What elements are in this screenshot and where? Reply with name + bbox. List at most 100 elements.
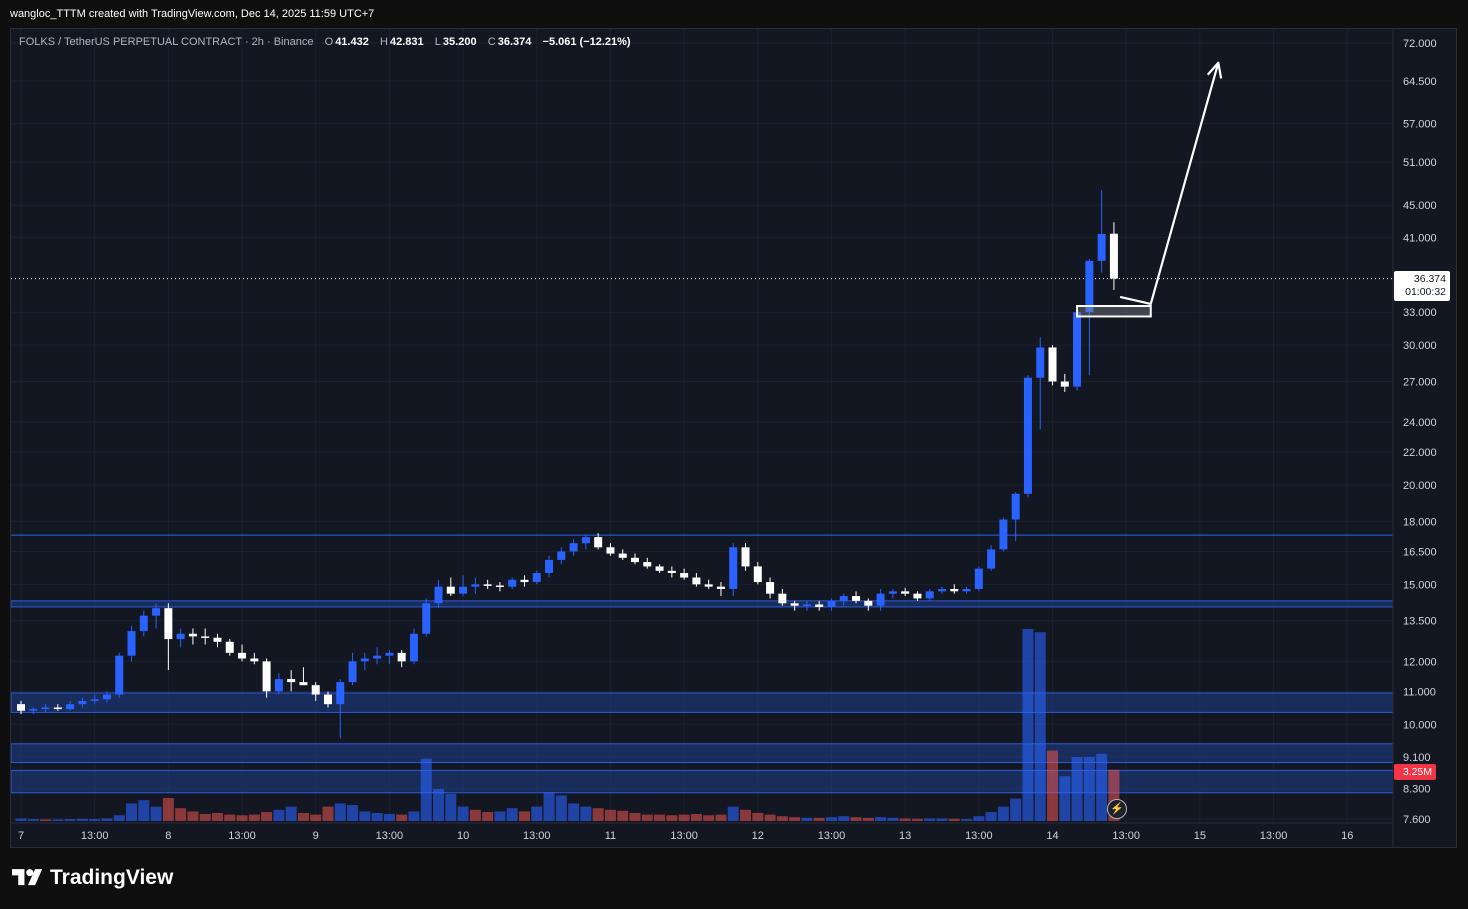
candle-body[interactable] — [753, 566, 762, 583]
symbol-legend[interactable]: FOLKS / TetherUS PERPETUAL CONTRACT · 2h… — [19, 36, 633, 48]
candle-body[interactable] — [901, 591, 910, 594]
candle-body[interactable] — [53, 707, 62, 710]
chart-panel[interactable]: 72.000 64.500 57.000 51.000 45.000 41.000 33.0… — [10, 28, 1457, 848]
candle-body[interactable] — [409, 633, 418, 662]
candle-body[interactable] — [385, 652, 394, 656]
candle-body[interactable] — [262, 661, 271, 692]
candle-body[interactable] — [716, 586, 725, 589]
candle-body[interactable] — [287, 679, 296, 683]
candle-body[interactable] — [557, 551, 566, 560]
candle-body[interactable] — [938, 588, 946, 592]
candle-body[interactable] — [962, 588, 971, 592]
candle-body[interactable] — [606, 547, 615, 554]
candle-body[interactable] — [667, 570, 676, 574]
lightning-icon[interactable]: ⚡ — [1107, 799, 1127, 819]
candle-body[interactable] — [545, 559, 554, 574]
candle-body[interactable] — [913, 593, 922, 599]
candle-body[interactable] — [1060, 381, 1069, 387]
projection-arrow[interactable] — [1119, 62, 1220, 306]
candle-body[interactable] — [741, 547, 750, 567]
candle-body[interactable] — [459, 586, 468, 594]
candle-body[interactable] — [1048, 347, 1057, 382]
candle-body[interactable] — [311, 685, 320, 695]
candle-body[interactable] — [66, 704, 75, 710]
candle-body[interactable] — [594, 537, 603, 548]
candle-body[interactable] — [225, 641, 234, 653]
candle-body[interactable] — [888, 591, 897, 594]
candle-body[interactable] — [569, 543, 578, 552]
candle-body[interactable] — [950, 588, 959, 592]
candle-body[interactable] — [139, 615, 148, 632]
candle-body[interactable] — [925, 591, 934, 599]
candle-body[interactable] — [581, 537, 590, 544]
candle-body[interactable] — [213, 637, 222, 642]
candle-body[interactable] — [618, 553, 627, 558]
candle-body[interactable] — [766, 582, 775, 594]
candle-body[interactable] — [274, 679, 283, 692]
candle-body[interactable] — [238, 652, 247, 659]
candle-body[interactable] — [631, 557, 639, 563]
candle-body[interactable] — [839, 596, 848, 601]
candle-body[interactable] — [324, 694, 332, 705]
price-chart[interactable]: 72.000 64.500 57.000 51.000 45.000 41.000 33.0… — [11, 29, 1457, 848]
candle-body[interactable] — [29, 709, 38, 711]
candle-body[interactable] — [495, 585, 504, 588]
candle-body[interactable] — [1073, 312, 1082, 387]
candle-body[interactable] — [1036, 347, 1045, 378]
candle-body[interactable] — [201, 636, 210, 638]
candle-body[interactable] — [999, 519, 1008, 550]
candle-body[interactable] — [299, 682, 308, 686]
candle-body[interactable] — [655, 566, 664, 571]
candle-body[interactable] — [41, 707, 50, 710]
candle-body[interactable] — [1109, 233, 1118, 279]
candle-body[interactable] — [1023, 377, 1032, 494]
support-zone[interactable] — [11, 692, 1394, 713]
candle-body[interactable] — [680, 573, 689, 578]
candle-body[interactable] — [152, 608, 161, 616]
candle-body[interactable] — [348, 661, 357, 683]
candle-body[interactable] — [532, 573, 541, 583]
candle-body[interactable] — [422, 603, 431, 634]
candle-body[interactable] — [827, 600, 836, 607]
candle-body[interactable] — [78, 700, 87, 705]
target-zone-box[interactable] — [1076, 305, 1152, 318]
candle-body[interactable] — [802, 604, 811, 606]
candle-body[interactable] — [373, 655, 382, 659]
tradingview-logo[interactable]: TradingView — [12, 866, 173, 890]
candle-body[interactable] — [188, 633, 197, 637]
candle-body[interactable] — [815, 604, 824, 607]
candle-body[interactable] — [852, 596, 861, 601]
support-zone[interactable] — [11, 600, 1394, 608]
candle-body[interactable] — [102, 694, 111, 700]
candle-body[interactable] — [864, 600, 873, 606]
candle-body[interactable] — [115, 655, 124, 695]
candle-body[interactable] — [790, 603, 799, 606]
candle-body[interactable] — [987, 549, 996, 569]
candle-body[interactable] — [1097, 233, 1106, 261]
candle-body[interactable] — [1011, 493, 1020, 520]
candle-body[interactable] — [471, 584, 480, 587]
candle-body[interactable] — [704, 584, 713, 587]
candle-body[interactable] — [520, 579, 529, 583]
candle-body[interactable] — [127, 631, 136, 656]
candle-body[interactable] — [974, 568, 983, 589]
candle-body[interactable] — [643, 562, 652, 567]
candle-body[interactable] — [17, 704, 25, 711]
candle-body[interactable] — [446, 586, 455, 594]
candle-body[interactable] — [360, 658, 369, 662]
candle-body[interactable] — [250, 658, 259, 662]
support-zone[interactable] — [11, 769, 1394, 794]
candle-body[interactable] — [397, 652, 406, 662]
candle-body[interactable] — [729, 547, 738, 589]
candle-body[interactable] — [434, 586, 443, 604]
candle-body[interactable] — [90, 699, 99, 701]
candle-body[interactable] — [876, 593, 885, 606]
symbol-name[interactable]: FOLKS / TetherUS PERPETUAL CONTRACT · 2h… — [19, 36, 314, 48]
candle-body[interactable] — [483, 584, 492, 586]
candle-body[interactable] — [336, 682, 345, 705]
candle-body[interactable] — [164, 608, 173, 640]
candle-body[interactable] — [1085, 260, 1094, 313]
candle-body[interactable] — [778, 593, 787, 604]
candle-body[interactable] — [176, 633, 185, 640]
support-zone[interactable] — [11, 743, 1394, 764]
